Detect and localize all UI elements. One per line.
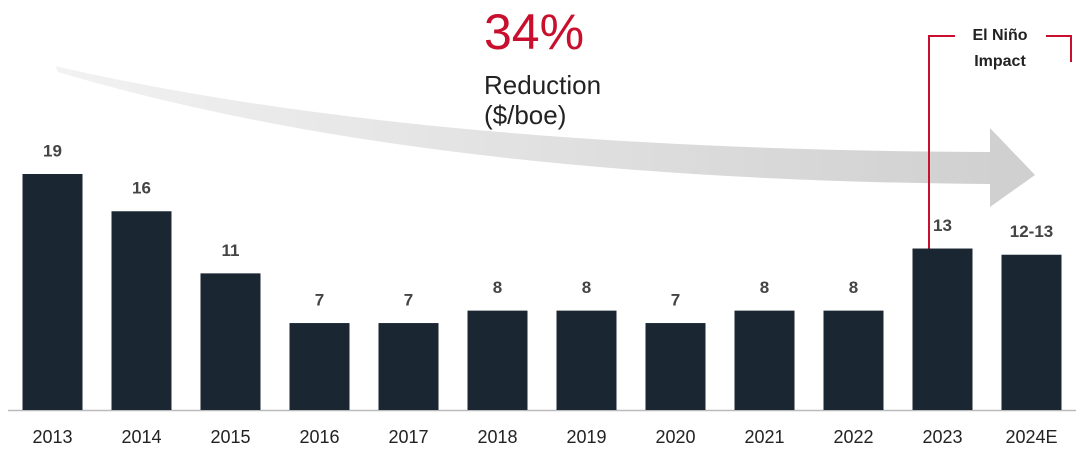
x-tick-label: 2023 [922,427,962,447]
value-label: 13 [933,216,952,235]
x-tick-label: 2015 [210,427,250,447]
value-label: 8 [493,278,502,297]
bar [22,174,83,410]
value-label: 16 [132,179,151,198]
x-tick-label: 2022 [833,427,873,447]
value-label: 7 [404,291,413,310]
bar [289,323,350,410]
bar [734,310,795,410]
reduction-label: Reduction [484,70,601,100]
value-label: 12-13 [1010,222,1053,241]
bar [823,310,884,410]
x-tick-label: 2014 [121,427,161,447]
value-label: 11 [222,241,240,260]
value-label: 8 [760,278,769,297]
value-label: 8 [849,278,858,297]
reduction-unit: ($/boe) [484,100,566,130]
bar [111,211,172,410]
value-label: 7 [671,291,680,310]
bar [912,248,973,410]
bar [378,323,439,410]
x-tick-label: 2019 [566,427,606,447]
x-tick-label: 2020 [655,427,695,447]
x-tick-label: 2021 [744,427,784,447]
headline: 34% [484,4,584,60]
x-tick-label: 2018 [477,427,517,447]
bar [200,273,261,410]
x-tick-label: 2013 [32,427,72,447]
bar [556,310,617,410]
impact-bracket [928,35,1072,268]
trend-arrow [55,66,1035,207]
x-tick-label: 2017 [388,427,428,447]
value-label: 19 [43,141,62,160]
value-label: 7 [315,291,324,310]
impact-label: El Niño [972,27,1027,44]
bar [1001,254,1062,410]
x-tick-label: 2016 [299,427,339,447]
value-label: 8 [582,278,591,297]
x-tick-label: 2024E [1005,427,1057,447]
bar [467,310,528,410]
bar [645,323,706,410]
impact-label: Impact [974,53,1026,70]
